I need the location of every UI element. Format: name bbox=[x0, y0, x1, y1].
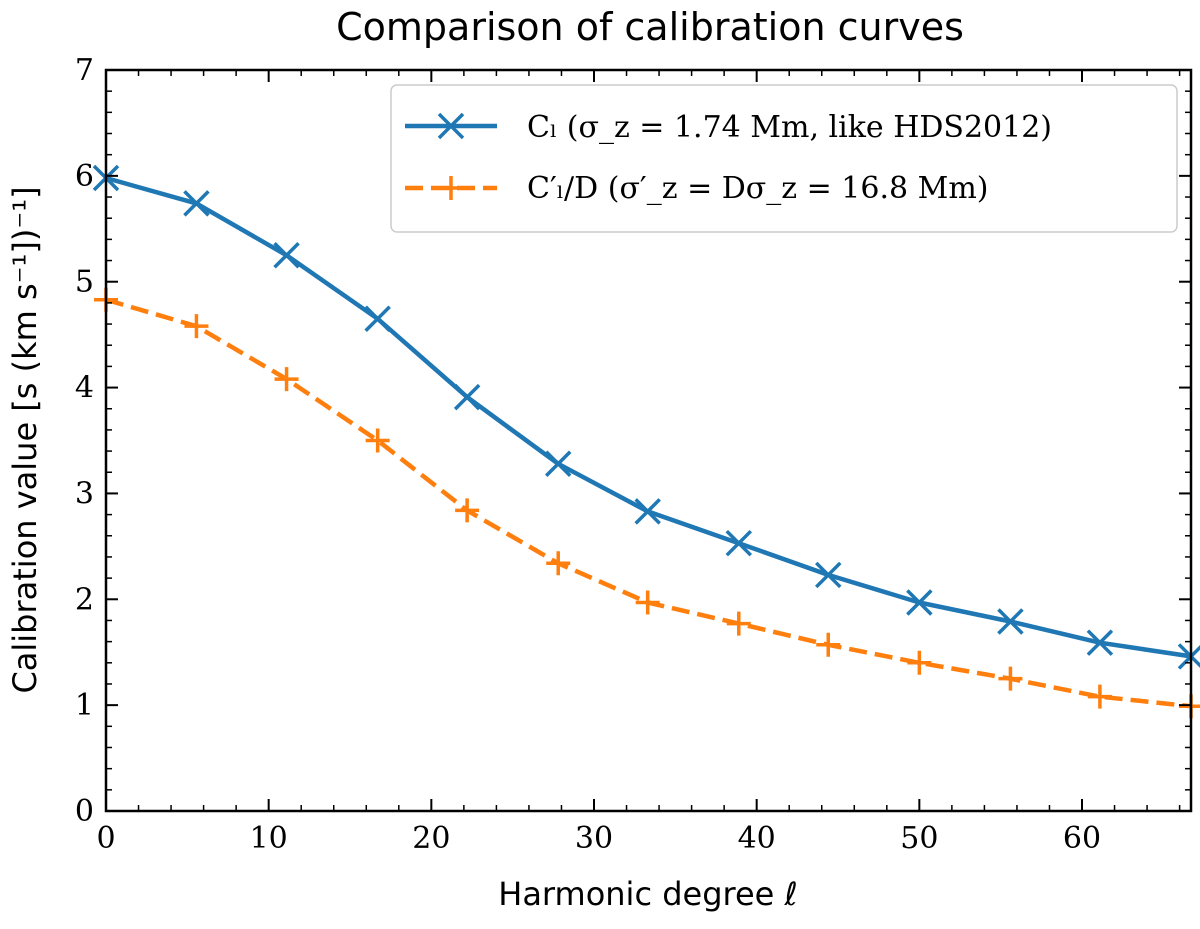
series-2-marker bbox=[907, 650, 932, 675]
legend-marker-2 bbox=[439, 176, 463, 200]
x-tick-label: 50 bbox=[900, 821, 938, 856]
series-1-marker bbox=[364, 305, 391, 333]
legend: Cₗ (σ_z = 1.74 Mm, like HDS2012) C′ₗ/D (… bbox=[390, 84, 1178, 233]
x-tick-label: 20 bbox=[412, 821, 450, 856]
y-tick-label: 5 bbox=[75, 265, 94, 300]
y-tick-label: 1 bbox=[75, 688, 94, 723]
series-2-marker bbox=[274, 367, 299, 392]
series-1-marker bbox=[1086, 629, 1114, 656]
y-tick-label: 6 bbox=[75, 159, 94, 194]
series-2-marker bbox=[546, 551, 571, 576]
series-1-marker bbox=[725, 529, 753, 557]
x-tick-label: 40 bbox=[738, 821, 776, 856]
series-1-marker bbox=[544, 450, 572, 478]
chart-title: Comparison of calibration curves bbox=[336, 5, 964, 49]
y-tick-label: 4 bbox=[75, 371, 94, 406]
series-1-marker bbox=[183, 190, 210, 217]
legend-label-2: C′ₗ/D (σ′_z = Dσ_z = 16.8 Mm) bbox=[527, 171, 989, 206]
x-tick-label: 0 bbox=[96, 821, 115, 856]
series-2-marker bbox=[635, 590, 660, 615]
x-axis-label: Harmonic degree ℓ bbox=[498, 875, 797, 913]
series-layer bbox=[92, 164, 1200, 719]
series-2-marker bbox=[726, 611, 751, 636]
legend-label-1: Cₗ (σ_z = 1.74 Mm, like HDS2012) bbox=[527, 110, 1052, 145]
series-2-marker bbox=[455, 498, 480, 523]
legend-marker-1 bbox=[437, 112, 465, 140]
x-tick-label: 10 bbox=[250, 821, 288, 856]
series-2-marker bbox=[1087, 684, 1112, 709]
series-1-marker bbox=[997, 608, 1024, 635]
y-axis-label: Calibration value [s (km s⁻¹])⁻¹] bbox=[6, 186, 44, 693]
y-tick-label: 3 bbox=[75, 476, 94, 511]
series-1-marker bbox=[815, 561, 842, 589]
series-2-marker bbox=[365, 428, 390, 453]
y-tick-label: 0 bbox=[75, 794, 94, 829]
plot-frame bbox=[104, 68, 1193, 813]
series-2-marker bbox=[184, 314, 209, 339]
series-2-marker bbox=[998, 666, 1023, 691]
y-tick-label: 2 bbox=[75, 582, 94, 617]
y-tick-label: 7 bbox=[75, 53, 94, 88]
series-2-marker bbox=[816, 632, 841, 657]
series-1-marker bbox=[453, 383, 481, 411]
legend-box bbox=[390, 84, 1178, 233]
x-tick-label: 60 bbox=[1063, 821, 1101, 856]
series-1-marker bbox=[273, 242, 300, 269]
series-1-marker bbox=[634, 498, 661, 525]
x-tick-label: 30 bbox=[575, 821, 613, 856]
series-1-marker bbox=[906, 589, 933, 616]
